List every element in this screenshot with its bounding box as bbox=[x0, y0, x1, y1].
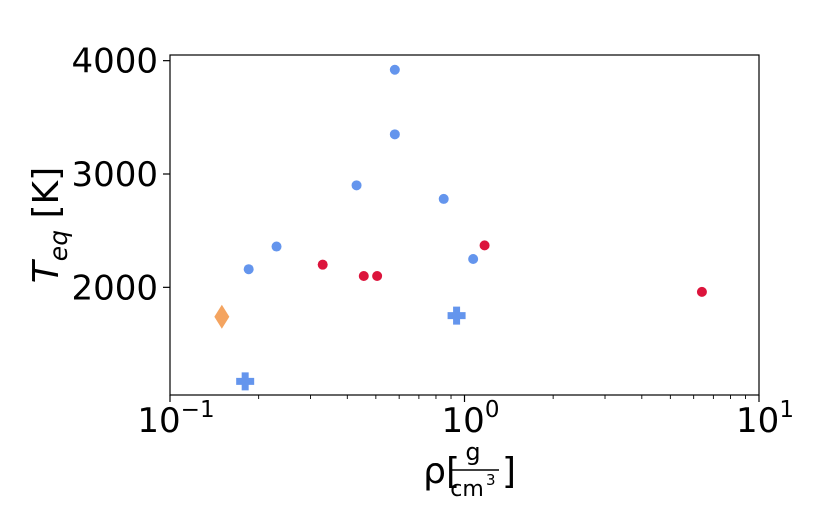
x-axis-label-fraction-numerator: g bbox=[465, 438, 480, 466]
y-axis-label: Teq [K] bbox=[26, 167, 73, 283]
plot-marks bbox=[214, 64, 707, 391]
data-point-plus bbox=[236, 372, 255, 391]
data-point-circle bbox=[372, 271, 383, 281]
x-axis-ticks: 10−1 100 101 bbox=[137, 395, 794, 441]
y-axis-ticks: 2000 3000 4000 bbox=[71, 42, 170, 308]
data-point-circle bbox=[438, 193, 449, 204]
y-tick-label: 4000 bbox=[71, 42, 158, 82]
x-tick-label: 100 bbox=[442, 397, 500, 441]
data-point-circle bbox=[358, 271, 369, 281]
x-tick-label: 101 bbox=[736, 397, 794, 441]
data-point-circle bbox=[468, 254, 479, 264]
data-point-diamond bbox=[214, 304, 230, 329]
y-tick-label: 2000 bbox=[71, 268, 158, 308]
x-tick-label-exponent: 0 bbox=[485, 397, 500, 423]
data-point-circle bbox=[696, 286, 707, 297]
x-axis-label-main: ρ[ bbox=[423, 451, 460, 492]
data-point-circle bbox=[271, 241, 282, 252]
x-axis-label-close: ] bbox=[502, 451, 516, 492]
data-point-plus bbox=[447, 306, 466, 325]
x-axis-label-fraction-denominator: cm bbox=[450, 477, 484, 502]
x-axis-label-fraction-exponent: 3 bbox=[486, 471, 496, 489]
x-tick-label-exponent: 1 bbox=[779, 397, 794, 423]
data-point-circle bbox=[243, 264, 254, 275]
y-axis-label-main: T bbox=[26, 258, 67, 283]
data-point-circle bbox=[389, 64, 400, 75]
y-axis-label-subscript: eq bbox=[44, 230, 73, 261]
y-tick-label: 3000 bbox=[71, 155, 158, 195]
svg-text:Teq [K]: Teq [K] bbox=[26, 167, 73, 283]
plot-frame bbox=[169, 54, 760, 396]
y-axis-label-unit: [K] bbox=[26, 167, 67, 230]
data-point-circle bbox=[317, 259, 328, 270]
x-tick-label-exponent: −1 bbox=[181, 397, 215, 423]
x-tick-label-base: 10 bbox=[736, 401, 779, 441]
x-tick-label-base: 10 bbox=[137, 401, 180, 441]
x-tick-label: 10−1 bbox=[137, 397, 214, 441]
data-point-circle bbox=[479, 240, 490, 251]
data-point-circle bbox=[351, 180, 362, 191]
data-point-circle bbox=[389, 129, 400, 140]
x-tick-label-base: 10 bbox=[442, 401, 485, 441]
